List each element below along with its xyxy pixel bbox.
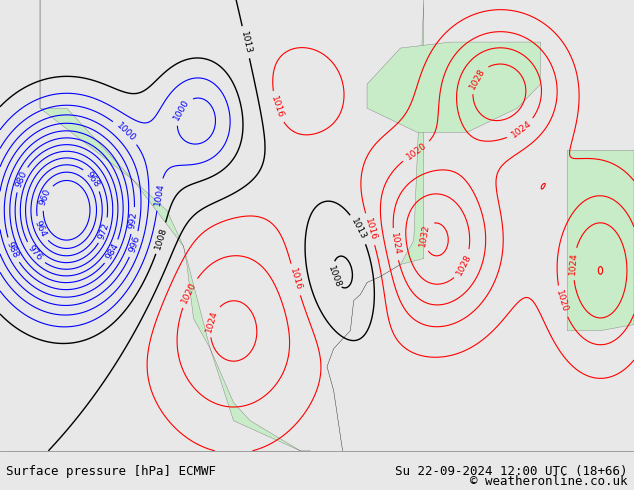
Text: 992: 992 bbox=[128, 212, 139, 230]
Text: 1024: 1024 bbox=[389, 232, 401, 256]
Polygon shape bbox=[40, 0, 424, 490]
Text: 988: 988 bbox=[5, 241, 20, 260]
Text: 972: 972 bbox=[97, 221, 111, 240]
Text: 1008: 1008 bbox=[153, 226, 169, 250]
Text: 1000: 1000 bbox=[172, 98, 191, 122]
Text: 1028: 1028 bbox=[467, 66, 486, 91]
Text: 996: 996 bbox=[127, 235, 141, 254]
Text: 984: 984 bbox=[104, 242, 120, 262]
Text: 1000: 1000 bbox=[114, 121, 137, 144]
Text: 1013: 1013 bbox=[349, 217, 368, 242]
Text: 1020: 1020 bbox=[554, 289, 569, 314]
Text: 1016: 1016 bbox=[269, 95, 285, 120]
Polygon shape bbox=[367, 42, 541, 132]
Text: 976: 976 bbox=[26, 244, 44, 263]
Text: Su 22-09-2024 12:00 UTC (18+66): Su 22-09-2024 12:00 UTC (18+66) bbox=[395, 465, 628, 478]
Text: 1024: 1024 bbox=[204, 309, 219, 333]
Text: 960: 960 bbox=[38, 188, 53, 207]
Text: 1020: 1020 bbox=[404, 141, 428, 162]
Text: 1028: 1028 bbox=[455, 252, 473, 277]
Text: 964: 964 bbox=[33, 220, 48, 239]
Text: 968: 968 bbox=[84, 170, 101, 189]
Text: 1013: 1013 bbox=[239, 30, 253, 54]
Text: Surface pressure [hPa] ECMWF: Surface pressure [hPa] ECMWF bbox=[6, 465, 216, 478]
Text: 1016: 1016 bbox=[363, 217, 378, 242]
Text: 1024: 1024 bbox=[509, 119, 533, 140]
Text: 1020: 1020 bbox=[180, 280, 198, 305]
Polygon shape bbox=[567, 150, 634, 331]
Text: 1008: 1008 bbox=[327, 265, 343, 290]
Text: © weatheronline.co.uk: © weatheronline.co.uk bbox=[470, 475, 628, 488]
Text: 1004: 1004 bbox=[153, 182, 166, 206]
Text: 1032: 1032 bbox=[418, 223, 431, 247]
Text: 1024: 1024 bbox=[568, 252, 579, 275]
Text: 1016: 1016 bbox=[288, 268, 303, 292]
Text: 980: 980 bbox=[14, 170, 29, 189]
